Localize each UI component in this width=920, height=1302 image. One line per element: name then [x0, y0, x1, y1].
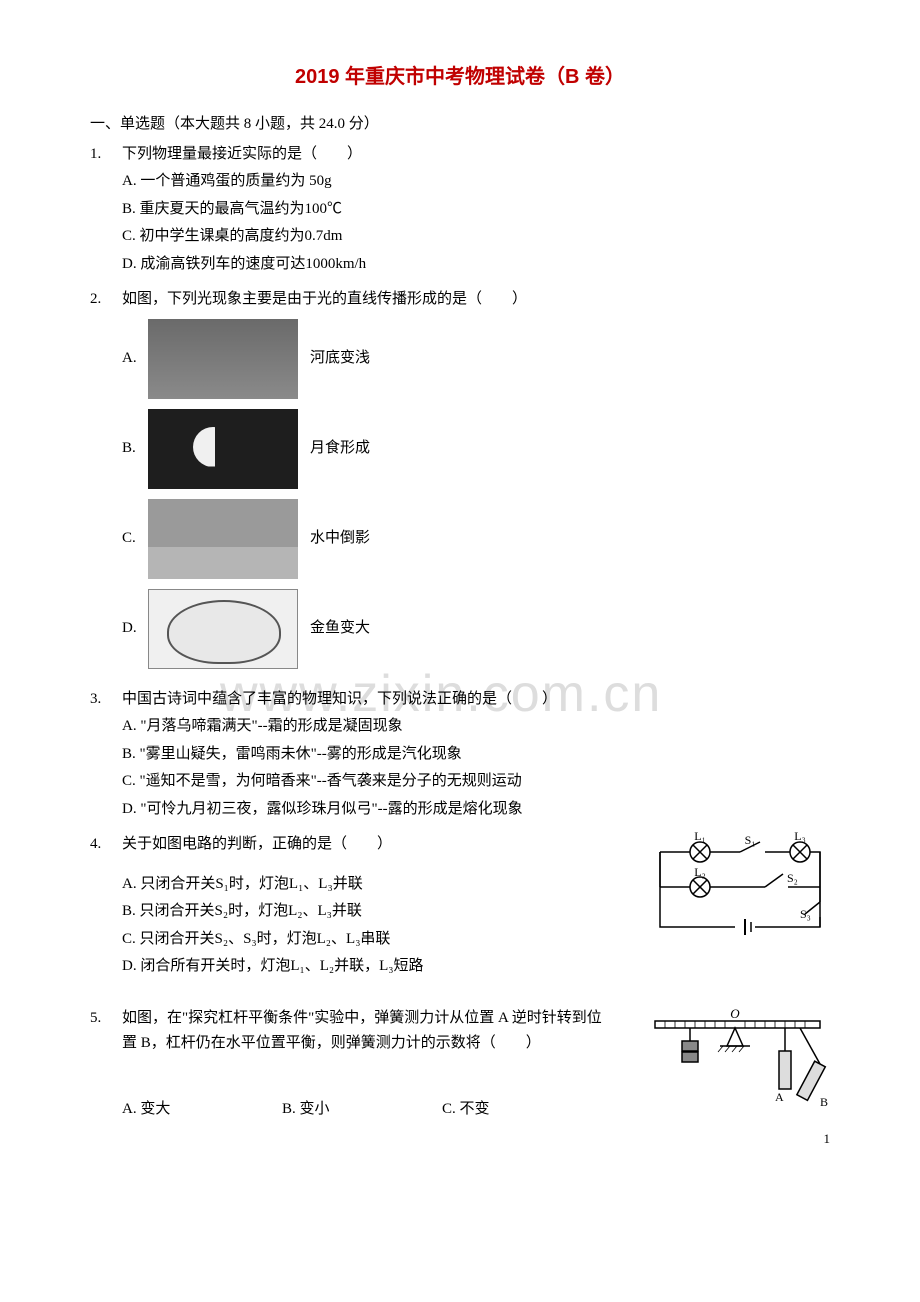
q1-stem: 下列物理量最接近实际的是（ ）: [122, 142, 830, 168]
question-2: 2. 如图，下列光现象主要是由于光的直线传播形成的是（ ） A. 河底变浅 B.…: [90, 287, 830, 679]
goldfish-image: [148, 589, 298, 669]
svg-text:O: O: [730, 1006, 740, 1021]
q2-b-text: 月食形成: [310, 436, 370, 462]
q3-option-d: D. "可怜九月初三夜，露似珍珠月似弓"--露的形成是熔化现象: [122, 797, 830, 823]
question-1: 1. 下列物理量最接近实际的是（ ） A. 一个普通鸡蛋的质量约为 50g B.…: [90, 142, 830, 280]
q5-number: 5.: [90, 1006, 122, 1123]
river-image: [148, 319, 298, 399]
lever-diagram: O A B: [645, 1006, 830, 1131]
svg-text:L₁: L₁: [694, 832, 706, 843]
lake-reflection-image: [148, 499, 298, 579]
q1-option-d: D. 成渝高铁列车的速度可达1000km/h: [122, 252, 830, 278]
q2-d-label: D.: [122, 616, 148, 642]
question-4: 4. 关于如图电路的判断，正确的是（ ） A. 只闭合开关S₁时，灯泡L₁、L₃…: [90, 832, 830, 982]
q3-number: 3.: [90, 687, 122, 825]
question-5: 5. 如图，在"探究杠杆平衡条件"实验中，弹簧测力计从位置 A 逆时针转到位置 …: [90, 1006, 830, 1123]
circuit-diagram: L₁ S₁ L₃ L₂ S₂ S₃: [645, 832, 830, 952]
svg-text:L₃: L₃: [794, 832, 806, 843]
q2-option-a: A. 河底变浅: [122, 319, 830, 399]
q4-option-d: D. 闭合所有开关时，灯泡L₁、L₂并联，L₃短路: [122, 954, 830, 980]
q3-option-a: A. "月落乌啼霜满天"--霜的形成是凝固现象: [122, 714, 830, 740]
page-title: 2019 年重庆市中考物理试卷（B 卷）: [90, 60, 830, 94]
q3-option-b: B. "雾里山疑失，雷鸣雨未休"--雾的形成是汽化现象: [122, 742, 830, 768]
q2-a-label: A.: [122, 346, 148, 372]
q2-c-label: C.: [122, 526, 148, 552]
svg-text:B: B: [820, 1095, 828, 1109]
q2-option-b: B. 月食形成: [122, 409, 830, 489]
moon-eclipse-image: [148, 409, 298, 489]
q5-option-c: C. 不变: [442, 1097, 602, 1123]
q2-b-label: B.: [122, 436, 148, 462]
q2-number: 2.: [90, 287, 122, 679]
document-content: 2019 年重庆市中考物理试卷（B 卷） 一、单选题（本大题共 8 小题，共 2…: [90, 60, 830, 1122]
q3-stem: 中国古诗词中蕴含了丰富的物理知识，下列说法正确的是（ ）: [122, 687, 830, 713]
svg-text:S₃: S₃: [800, 907, 811, 921]
q4-number: 4.: [90, 832, 122, 982]
q1-option-c: C. 初中学生课桌的高度约为0.7dm: [122, 224, 830, 250]
page-number: 1: [824, 1128, 831, 1150]
q1-option-a: A. 一个普通鸡蛋的质量约为 50g: [122, 169, 830, 195]
q5-option-a: A. 变大: [122, 1097, 282, 1123]
q2-c-text: 水中倒影: [310, 526, 370, 552]
svg-text:L₂: L₂: [694, 865, 706, 879]
q3-option-c: C. "遥知不是雪，为何暗香来"--香气袭来是分子的无规则运动: [122, 769, 830, 795]
svg-text:S₁: S₁: [745, 833, 756, 847]
q1-option-b: B. 重庆夏天的最高气温约为100℃: [122, 197, 830, 223]
q2-a-text: 河底变浅: [310, 346, 370, 372]
q1-number: 1.: [90, 142, 122, 280]
q5-option-b: B. 变小: [282, 1097, 442, 1123]
section-header: 一、单选题（本大题共 8 小题，共 24.0 分）: [90, 112, 830, 138]
q2-d-text: 金鱼变大: [310, 616, 370, 642]
q2-option-d: D. 金鱼变大: [122, 589, 830, 669]
question-3: 3. 中国古诗词中蕴含了丰富的物理知识，下列说法正确的是（ ） A. "月落乌啼…: [90, 687, 830, 825]
svg-text:A: A: [775, 1090, 784, 1104]
svg-text:S₂: S₂: [787, 871, 798, 885]
q5-stem: 如图，在"探究杠杆平衡条件"实验中，弹簧测力计从位置 A 逆时针转到位置 B，杠…: [122, 1006, 602, 1057]
q2-stem: 如图，下列光现象主要是由于光的直线传播形成的是（ ）: [122, 287, 830, 313]
q2-option-c: C. 水中倒影: [122, 499, 830, 579]
